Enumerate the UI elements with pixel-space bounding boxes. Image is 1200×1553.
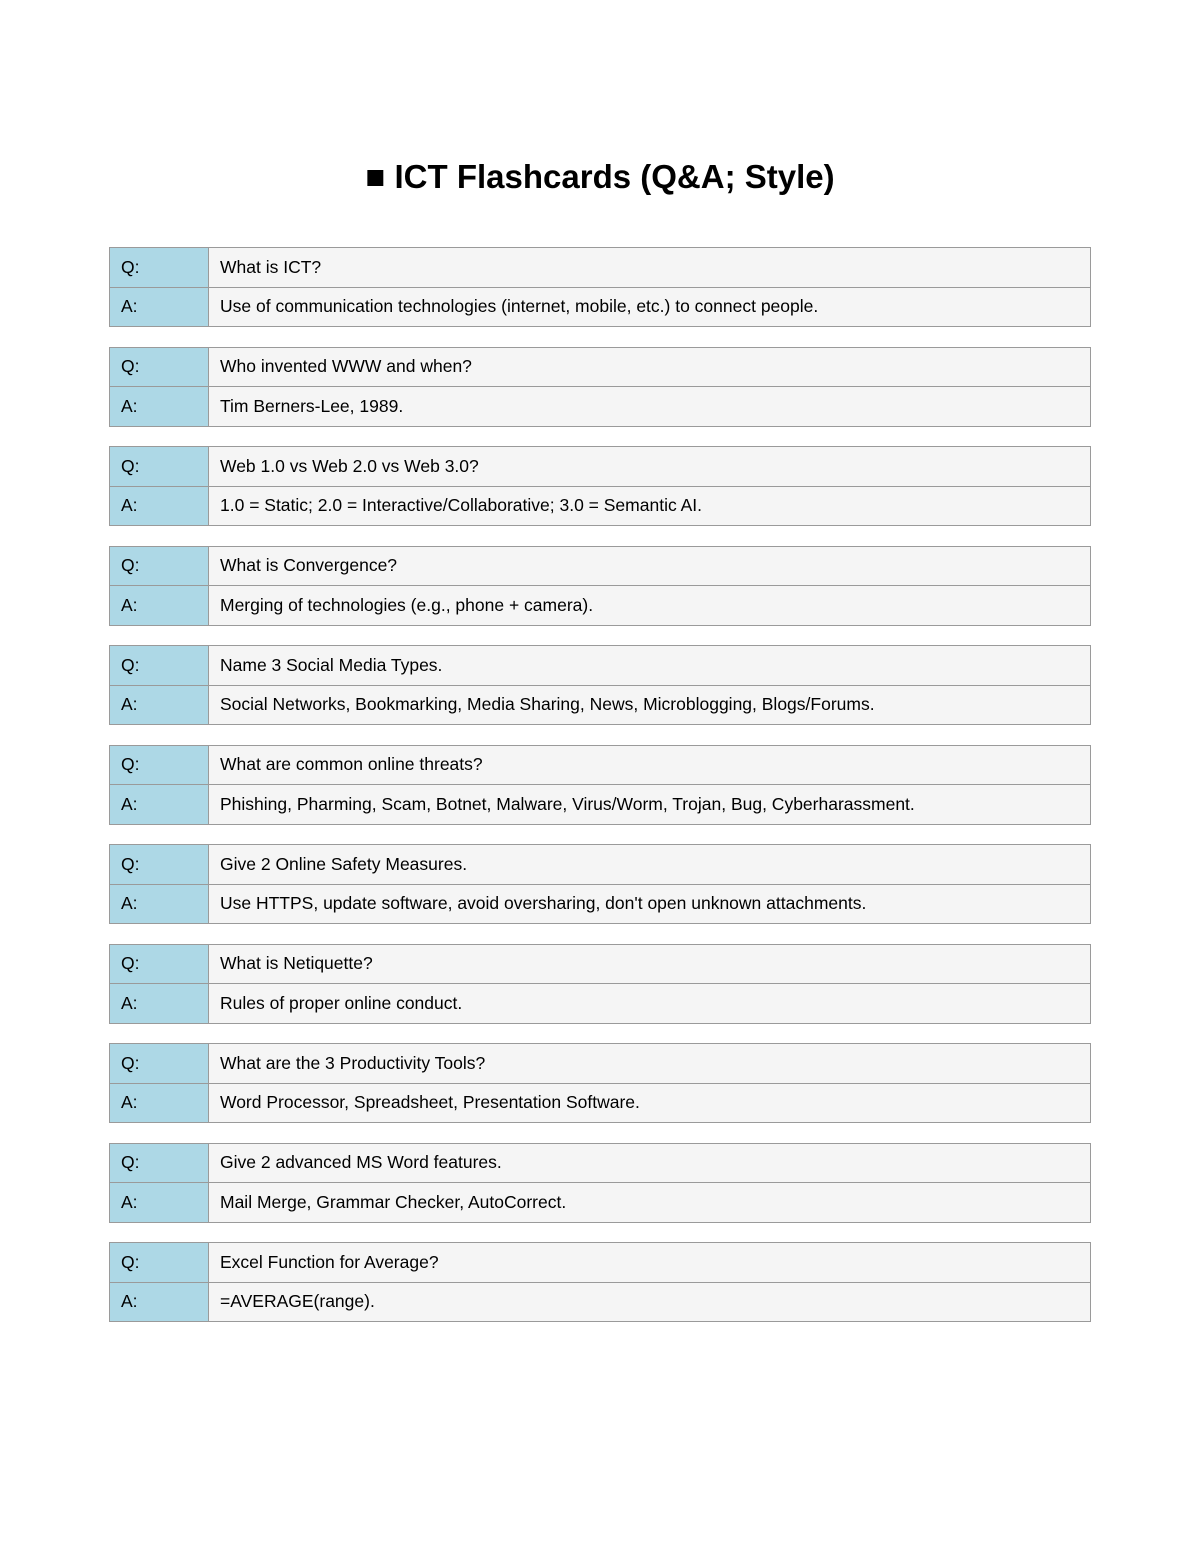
answer-row: A: 1.0 = Static; 2.0 = Interactive/Colla… (109, 485, 1091, 526)
flashcard: Q: Give 2 advanced MS Word features. A: … (109, 1142, 1091, 1223)
question-label: Q: (109, 446, 209, 487)
question-row: Q: Give 2 Online Safety Measures. (109, 844, 1091, 885)
question-label: Q: (109, 1043, 209, 1084)
flashcard: Q: Excel Function for Average? A: =AVERA… (109, 1242, 1091, 1322)
flashcard: Q: Give 2 Online Safety Measures. A: Use… (109, 844, 1091, 924)
question-row: Q: What is Netiquette? (109, 943, 1091, 984)
answer-label: A: (109, 286, 209, 327)
answer-text: =AVERAGE(range). (208, 1281, 1091, 1322)
question-text: What is Convergence? (208, 545, 1091, 586)
question-row: Q: What is Convergence? (109, 545, 1091, 586)
answer-row: A: Use HTTPS, update software, avoid ove… (109, 883, 1091, 924)
answer-label: A: (109, 784, 209, 825)
answer-label: A: (109, 485, 209, 526)
answer-text: Phishing, Pharming, Scam, Botnet, Malwar… (208, 784, 1091, 825)
answer-label: A: (109, 883, 209, 924)
flashcard: Q: Name 3 Social Media Types. A: Social … (109, 645, 1091, 725)
answer-label: A: (109, 1182, 209, 1223)
question-text: Give 2 Online Safety Measures. (208, 844, 1091, 885)
flashcard: Q: What are common online threats? A: Ph… (109, 744, 1091, 825)
answer-text: Social Networks, Bookmarking, Media Shar… (208, 684, 1091, 725)
answer-row: A: Use of communication technologies (in… (109, 286, 1091, 327)
answer-row: A: Phishing, Pharming, Scam, Botnet, Mal… (109, 784, 1091, 825)
answer-row: A: Word Processor, Spreadsheet, Presenta… (109, 1082, 1091, 1123)
answer-text: 1.0 = Static; 2.0 = Interactive/Collabor… (208, 485, 1091, 526)
question-label: Q: (109, 943, 209, 984)
answer-text: Word Processor, Spreadsheet, Presentatio… (208, 1082, 1091, 1123)
answer-row: A: Social Networks, Bookmarking, Media S… (109, 684, 1091, 725)
question-row: Q: Give 2 advanced MS Word features. (109, 1142, 1091, 1183)
answer-row: A: Tim Berners-Lee, 1989. (109, 386, 1091, 427)
answer-row: A: =AVERAGE(range). (109, 1281, 1091, 1322)
flashcard: Q: What are the 3 Productivity Tools? A:… (109, 1043, 1091, 1123)
answer-row: A: Merging of technologies (e.g., phone … (109, 585, 1091, 626)
question-label: Q: (109, 545, 209, 586)
answer-label: A: (109, 983, 209, 1024)
question-text: Web 1.0 vs Web 2.0 vs Web 3.0? (208, 446, 1091, 487)
answer-text: Rules of proper online conduct. (208, 983, 1091, 1024)
question-text: Who invented WWW and when? (208, 346, 1091, 387)
answer-text: Use of communication technologies (inter… (208, 286, 1091, 327)
answer-label: A: (109, 386, 209, 427)
question-text: Excel Function for Average? (208, 1242, 1091, 1283)
flashcard-list: Q: What is ICT? A: Use of communication … (109, 247, 1091, 1342)
flashcard: Q: What is ICT? A: Use of communication … (109, 247, 1091, 327)
question-row: Q: What are common online threats? (109, 744, 1091, 785)
question-text: What are the 3 Productivity Tools? (208, 1043, 1091, 1084)
question-label: Q: (109, 1142, 209, 1183)
answer-label: A: (109, 1082, 209, 1123)
question-text: What is ICT? (208, 247, 1091, 288)
answer-row: A: Rules of proper online conduct. (109, 983, 1091, 1024)
answer-label: A: (109, 585, 209, 626)
question-label: Q: (109, 346, 209, 387)
question-label: Q: (109, 744, 209, 785)
question-label: Q: (109, 1242, 209, 1283)
flashcard: Q: Who invented WWW and when? A: Tim Ber… (109, 346, 1091, 427)
page-title: ■ ICT Flashcards (Q&A; Style) (365, 158, 835, 195)
question-text: Name 3 Social Media Types. (208, 645, 1091, 686)
question-row: Q: What are the 3 Productivity Tools? (109, 1043, 1091, 1084)
answer-label: A: (109, 684, 209, 725)
answer-text: Merging of technologies (e.g., phone + c… (208, 585, 1091, 626)
answer-label: A: (109, 1281, 209, 1322)
flashcard: Q: What is Netiquette? A: Rules of prope… (109, 943, 1091, 1024)
flashcard: Q: What is Convergence? A: Merging of te… (109, 545, 1091, 626)
answer-text: Use HTTPS, update software, avoid oversh… (208, 883, 1091, 924)
question-row: Q: Web 1.0 vs Web 2.0 vs Web 3.0? (109, 446, 1091, 487)
answer-text: Tim Berners-Lee, 1989. (208, 386, 1091, 427)
question-text: What are common online threats? (208, 744, 1091, 785)
question-row: Q: Who invented WWW and when? (109, 346, 1091, 387)
question-text: Give 2 advanced MS Word features. (208, 1142, 1091, 1183)
answer-text: Mail Merge, Grammar Checker, AutoCorrect… (208, 1182, 1091, 1223)
question-label: Q: (109, 645, 209, 686)
question-label: Q: (109, 844, 209, 885)
question-row: Q: What is ICT? (109, 247, 1091, 288)
question-row: Q: Name 3 Social Media Types. (109, 645, 1091, 686)
flashcard: Q: Web 1.0 vs Web 2.0 vs Web 3.0? A: 1.0… (109, 446, 1091, 526)
question-label: Q: (109, 247, 209, 288)
answer-row: A: Mail Merge, Grammar Checker, AutoCorr… (109, 1182, 1091, 1223)
question-row: Q: Excel Function for Average? (109, 1242, 1091, 1283)
question-text: What is Netiquette? (208, 943, 1091, 984)
